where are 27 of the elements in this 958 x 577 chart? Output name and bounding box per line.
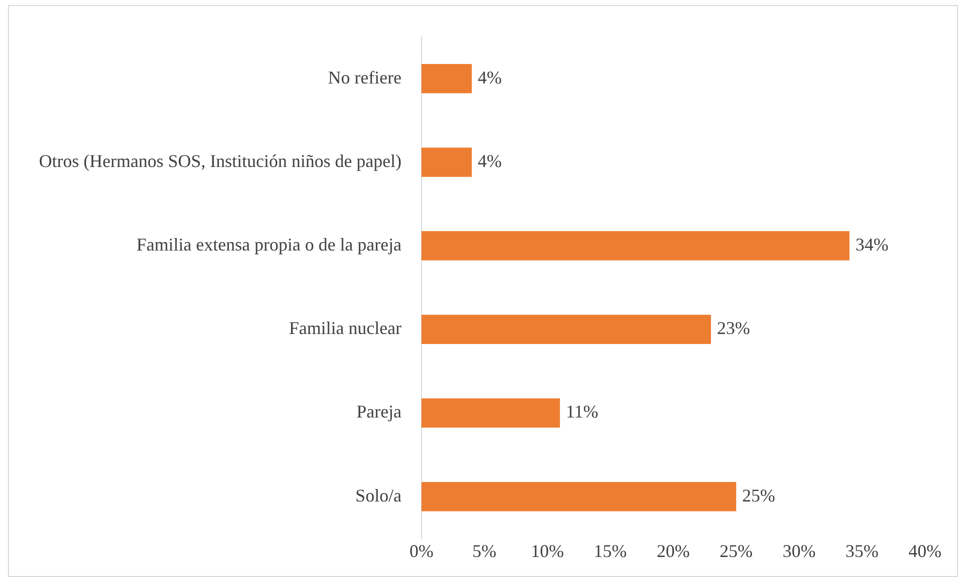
bar [421,64,472,94]
bar [421,314,711,344]
y-tick-label: Otros (Hermanos SOS, Institución niños de papel) [39,150,402,171]
x-tick-label: 35% [846,540,879,561]
y-tick-label: Pareja [356,402,402,422]
x-tick-label: 20% [656,540,690,561]
data-label: 4% [478,150,502,171]
x-tick-label: 15% [594,540,627,561]
x-tick-label: 5% [472,540,496,561]
bar [421,148,472,177]
x-tick-label: 30% [782,540,816,561]
y-tick-label: No refiere [328,67,402,88]
y-tick-label: Familia nuclear [288,318,402,338]
bar [421,398,560,428]
x-tick-label: 0% [409,540,434,561]
data-label: 11% [566,402,598,422]
x-tick-label: 25% [720,540,753,561]
bar [421,482,736,512]
data-label: 4% [478,67,502,88]
data-label: 34% [855,234,888,255]
data-label: 25% [742,485,776,506]
data-label: 23% [716,318,750,338]
y-tick-label: Solo/a [355,485,402,506]
bar [421,231,850,260]
y-tick-label: Familia extensa propia o de la pareja [136,234,402,255]
x-tick-label: 40% [908,540,942,561]
x-tick-label: 10% [530,540,564,561]
